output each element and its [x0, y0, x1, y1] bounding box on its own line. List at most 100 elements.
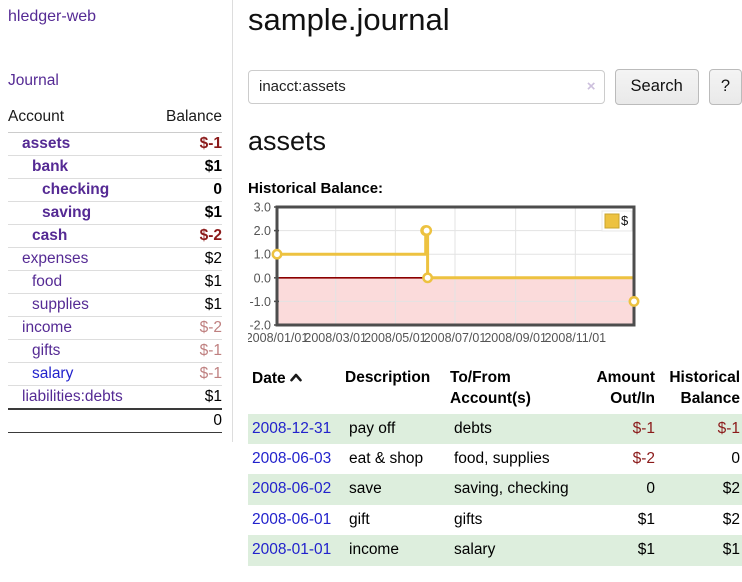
transaction-accounts: food, supplies	[454, 450, 550, 467]
transaction-amount: $-1	[580, 413, 657, 444]
sidebar: hledger-web Journal Account Balance asse…	[0, 0, 233, 442]
transaction-description: gift	[349, 510, 370, 528]
account-balance: $1	[151, 385, 222, 409]
accounts-table: Account Balance assets $-1 bank $1 checking 0…	[8, 104, 222, 433]
account-heading: assets	[248, 125, 327, 156]
transaction-description: pay off	[345, 413, 450, 444]
svg-text:2008/11/01: 2008/11/01	[544, 331, 606, 345]
register-row: 2008-12-31 pay off debts $-1 $-1	[248, 413, 742, 444]
account-balance: $1	[151, 155, 222, 179]
transaction-date-link[interactable]: 2008-06-03	[252, 450, 332, 467]
register-header-balance: Historical Balance	[669, 368, 740, 407]
clear-search-icon[interactable]: ×	[586, 77, 596, 95]
account-row: liabilities:debts $1	[8, 385, 222, 409]
account-link[interactable]: saving	[42, 204, 92, 221]
search-bar: × Search ?	[248, 68, 742, 105]
transaction-amount: 0	[580, 474, 657, 505]
historical-balance-chart[interactable]: $3.0 2.0 1.0 0.0 -1.0 -2.0 2008/01/01 2008/03/0…	[246, 200, 742, 350]
svg-text:$: $	[621, 213, 629, 228]
svg-text:2008/05/01: 2008/05/01	[364, 331, 427, 345]
transaction-balance: $-1	[657, 413, 742, 444]
register-table: Date Description To/From Account(s) Amou…	[248, 366, 742, 566]
account-row: cash $-2	[8, 224, 222, 248]
account-balance: $1	[151, 293, 222, 317]
app-title-link[interactable]: hledger-web	[8, 8, 97, 25]
svg-text:2008/01/01: 2008/01/01	[248, 331, 308, 345]
account-link[interactable]: liabilities:debts	[22, 388, 123, 405]
accounts-header-balance: Balance	[151, 104, 222, 133]
svg-text:-1.0: -1.0	[249, 295, 271, 309]
search-button[interactable]: Search	[614, 68, 699, 105]
svg-text:-2.0: -2.0	[249, 318, 271, 332]
register-header-date[interactable]: Date	[248, 366, 345, 414]
account-link[interactable]: expenses	[22, 250, 89, 267]
sort-ascending-icon	[289, 368, 302, 389]
accounts-total-row: 0	[8, 408, 222, 433]
transaction-accounts: gifts	[454, 510, 483, 528]
account-row: checking 0	[8, 178, 222, 202]
transaction-amount: $1	[637, 510, 655, 528]
chart-label: Historical Balance:	[248, 179, 384, 197]
search-input[interactable]	[248, 69, 605, 104]
register-row: 2008-06-01 gift gifts $1 $2	[248, 505, 742, 535]
sidebar-item-journal[interactable]: Journal	[8, 72, 59, 89]
accounts-body: assets $-1 bank $1 checking 0 saving $1 cash $-2 e…	[8, 133, 222, 409]
search-box: ×	[248, 69, 605, 104]
page-title: sample.journal	[248, 2, 450, 37]
account-row: food $1	[8, 270, 222, 294]
help-button[interactable]: ?	[708, 68, 742, 105]
transaction-date-link[interactable]: 2008-12-31	[252, 419, 332, 437]
account-row: income $-2	[8, 316, 222, 340]
register-row: 2008-01-01 income salary $1 $1	[248, 535, 742, 566]
account-link[interactable]: supplies	[32, 296, 89, 313]
account-balance: $-1	[151, 362, 222, 386]
account-link[interactable]: income	[22, 319, 72, 336]
accounts-total-balance: 0	[151, 408, 222, 433]
account-balance: $-2	[151, 316, 222, 340]
transaction-accounts: saving, checking	[450, 474, 580, 505]
transaction-balance: 0	[731, 450, 740, 467]
account-balance: 0	[151, 178, 222, 202]
account-link[interactable]: gifts	[32, 342, 61, 359]
register-header-amount: Amount Out/In	[596, 368, 655, 407]
accounts-header-row: Account Balance	[8, 104, 222, 133]
account-balance: $2	[151, 247, 222, 271]
account-link[interactable]: salary	[32, 365, 74, 382]
chart-canvas: $3.0 2.0 1.0 0.0 -1.0 -2.02008/01/012008/03/0…	[246, 200, 640, 345]
svg-text:2.0: 2.0	[254, 224, 271, 238]
account-link[interactable]: cash	[32, 227, 68, 244]
transaction-accounts: debts	[450, 413, 580, 444]
account-row: expenses $2	[8, 247, 222, 271]
accounts-header-account: Account	[8, 104, 152, 133]
svg-text:2008/03/01: 2008/03/01	[304, 331, 367, 345]
register-header-accounts: To/From Account(s)	[450, 368, 531, 407]
account-link[interactable]: food	[32, 273, 63, 290]
svg-text:1.0: 1.0	[254, 247, 271, 261]
account-row: assets $-1	[8, 133, 222, 156]
account-link[interactable]: assets	[22, 135, 71, 152]
account-row: gifts $-1	[8, 339, 222, 363]
register-body: 2008-12-31 pay off debts $-1 $-1 2008-06-03 ea…	[248, 413, 742, 566]
account-link[interactable]: checking	[42, 181, 110, 198]
svg-text:2008/07/01: 2008/07/01	[424, 331, 487, 345]
register-row: 2008-06-03 eat & shop food, supplies $-2 0	[248, 444, 742, 474]
transaction-amount: $1	[580, 535, 657, 566]
account-balance: $1	[151, 270, 222, 294]
transaction-description: eat & shop	[349, 450, 424, 467]
transaction-date-link[interactable]: 2008-06-01	[252, 510, 332, 528]
transaction-date-link[interactable]: 2008-01-01	[252, 541, 332, 559]
account-row: bank $1	[8, 155, 222, 179]
transaction-accounts: salary	[450, 535, 580, 566]
transaction-date-link[interactable]: 2008-06-02	[252, 480, 332, 498]
transaction-balance: $2	[722, 510, 740, 528]
account-link[interactable]: bank	[32, 158, 69, 175]
account-row: supplies $1	[8, 293, 222, 317]
transaction-description: income	[345, 535, 450, 566]
account-balance: $-1	[199, 135, 222, 152]
transaction-balance: $2	[657, 474, 742, 505]
transaction-description: save	[345, 474, 450, 505]
account-row: saving $1	[8, 201, 222, 225]
register-row: 2008-06-02 save saving, checking 0 $2	[248, 474, 742, 505]
svg-text:3.0: 3.0	[254, 202, 271, 215]
svg-text:2008/09/01: 2008/09/01	[484, 331, 547, 345]
